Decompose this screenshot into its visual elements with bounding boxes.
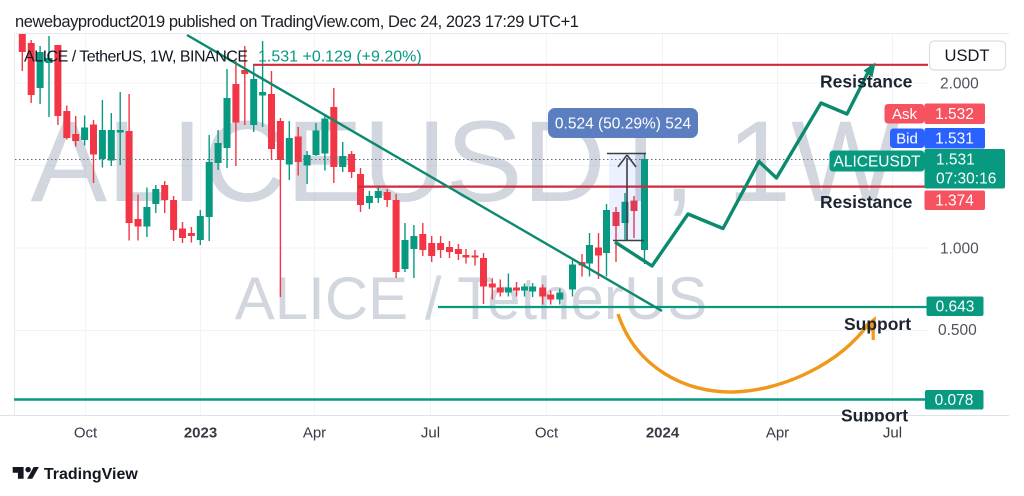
svg-text:Support: Support bbox=[844, 314, 911, 334]
svg-text:ALICEUSDT: ALICEUSDT bbox=[834, 153, 922, 170]
svg-text:Support: Support bbox=[841, 406, 908, 426]
svg-text:Jul: Jul bbox=[421, 425, 440, 442]
svg-text:USDT: USDT bbox=[945, 47, 990, 65]
svg-text:1.531 +0.129 (+9.20%): 1.531 +0.129 (+9.20%) bbox=[258, 49, 422, 66]
svg-text:1.532: 1.532 bbox=[935, 106, 974, 123]
svg-text:Ask: Ask bbox=[892, 106, 918, 123]
svg-text:newebayproduct2019 published o: newebayproduct2019 published on TradingV… bbox=[15, 13, 579, 31]
svg-text:Resistance: Resistance bbox=[820, 192, 913, 212]
svg-text:1.531: 1.531 bbox=[936, 152, 975, 169]
svg-text:Jul: Jul bbox=[883, 425, 902, 442]
svg-text:1.374: 1.374 bbox=[935, 193, 974, 210]
svg-text:ALICE / TetherUS, 1W, BINANCE: ALICE / TetherUS, 1W, BINANCE bbox=[24, 49, 248, 66]
svg-text:1.531: 1.531 bbox=[935, 131, 974, 148]
svg-text:TradingView: TradingView bbox=[44, 466, 139, 483]
svg-text:2.000: 2.000 bbox=[940, 76, 979, 93]
svg-text:2023: 2023 bbox=[184, 425, 217, 442]
svg-text:2024: 2024 bbox=[646, 425, 680, 442]
svg-text:0.078: 0.078 bbox=[935, 392, 974, 409]
svg-text:1.000: 1.000 bbox=[940, 241, 979, 258]
svg-text:Apr: Apr bbox=[303, 425, 326, 442]
svg-text:Oct: Oct bbox=[74, 425, 98, 442]
svg-text:Bid: Bid bbox=[896, 130, 918, 147]
svg-text:Apr: Apr bbox=[766, 425, 789, 442]
svg-text:Resistance: Resistance bbox=[820, 72, 913, 92]
svg-text:ALICEUSDT, 1W: ALICEUSDT, 1W bbox=[30, 98, 900, 226]
svg-text:0.524 (50.29%) 524: 0.524 (50.29%) 524 bbox=[555, 116, 692, 133]
svg-text:0.643: 0.643 bbox=[936, 299, 975, 316]
svg-text:07:30:16: 07:30:16 bbox=[936, 171, 996, 188]
svg-text:0.500: 0.500 bbox=[938, 322, 977, 339]
svg-text:ALICE / TetherUS: ALICE / TetherUS bbox=[235, 265, 707, 332]
svg-text:Oct: Oct bbox=[535, 425, 559, 442]
